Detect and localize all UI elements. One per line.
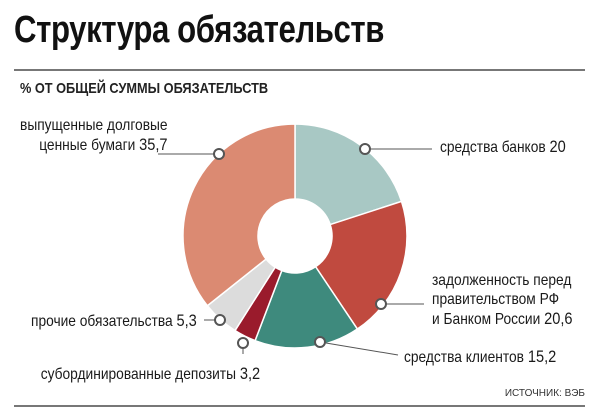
label-government-debt-line1: задолженность перед	[432, 272, 572, 289]
label-debt-securities-line2: ценные бумаги	[39, 137, 136, 154]
slice-government-debt	[314, 200, 408, 331]
label-government-debt-line2: правительством РФ	[432, 291, 560, 308]
leader-marker-government-debt	[375, 298, 387, 310]
slice-bank-funds	[294, 123, 403, 226]
leader-marker-subordinated-deposits	[237, 337, 249, 349]
title-divider	[14, 69, 585, 71]
label-government-debt-line3: и Банком России	[432, 311, 541, 328]
label-government-debt: задолженность перед правительством РФ и …	[432, 271, 573, 329]
label-subordinated-deposits-text: субординированные депозиты	[40, 366, 236, 383]
label-other-liabilities-text: прочие обязательства	[31, 313, 173, 330]
leader-marker-other-liabilities	[214, 314, 226, 326]
value-bank-funds: 20	[549, 137, 566, 156]
bottom-divider	[14, 405, 585, 407]
label-client-funds: средства клиентов 15,2	[404, 347, 556, 367]
label-client-funds-text: средства клиентов	[404, 349, 524, 366]
leader-marker-bank-funds	[359, 143, 371, 155]
page-title: Структура обязательств	[14, 9, 385, 51]
label-debt-securities: выпущенные долговые ценные бумаги 35,7	[20, 116, 168, 155]
label-bank-funds: средства банков 20	[440, 137, 566, 157]
source-note: ИСТОЧНИК: ВЭБ	[504, 388, 585, 399]
value-client-funds: 15,2	[527, 347, 557, 366]
slice-client-funds	[254, 265, 359, 349]
leader-marker-debt-securities	[213, 148, 225, 160]
leader-marker-client-funds	[314, 336, 326, 348]
label-debt-securities-line1: выпущенные долговые	[20, 117, 168, 134]
value-other-liabilities: 5,3	[176, 311, 197, 330]
label-other-liabilities: прочие обязательства 5,3	[31, 311, 197, 331]
chart-subtitle: % ОТ ОБЩЕЙ СУММЫ ОБЯЗАТЕЛЬСТВ	[20, 80, 269, 97]
value-debt-securities: 35,7	[139, 135, 168, 154]
value-government-debt: 20,6	[544, 309, 573, 328]
header: Структура обязательств % ОТ ОБЩЕЙ СУММЫ …	[0, 0, 599, 97]
slice-debt-securities	[182, 123, 296, 307]
label-bank-funds-text: средства банков	[440, 139, 546, 156]
leader-line-client-funds	[319, 341, 399, 356]
value-subordinated-deposits: 3,2	[239, 364, 260, 383]
label-subordinated-deposits: субординированные депозиты 3,2	[41, 364, 260, 384]
